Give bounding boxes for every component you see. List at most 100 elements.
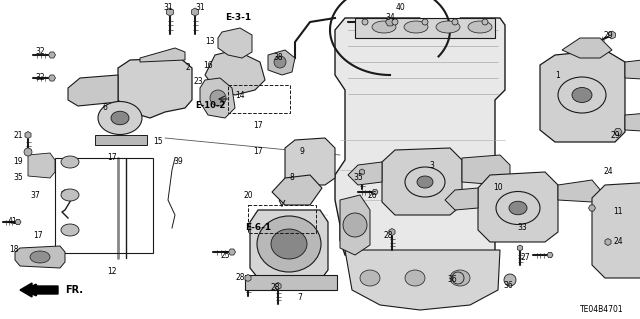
Text: 21: 21 (13, 130, 23, 139)
Text: 28: 28 (383, 231, 393, 240)
Text: 13: 13 (205, 38, 215, 47)
Text: 17: 17 (253, 121, 263, 130)
Text: 2: 2 (186, 63, 190, 72)
Ellipse shape (360, 270, 380, 286)
Text: 25: 25 (220, 250, 230, 259)
Text: 35: 35 (353, 173, 363, 182)
Polygon shape (275, 283, 281, 290)
Text: 40: 40 (395, 4, 405, 12)
Text: 1: 1 (556, 70, 561, 79)
Polygon shape (15, 219, 21, 225)
Bar (228, 85, 290, 113)
Polygon shape (285, 138, 335, 185)
Ellipse shape (98, 101, 142, 135)
Text: 24: 24 (613, 238, 623, 247)
Ellipse shape (558, 77, 606, 113)
Polygon shape (28, 153, 55, 178)
FancyArrow shape (20, 283, 58, 297)
Ellipse shape (372, 21, 396, 33)
Text: 8: 8 (290, 174, 294, 182)
Text: 31: 31 (195, 4, 205, 12)
Ellipse shape (404, 21, 428, 33)
Polygon shape (372, 189, 378, 195)
Text: E-6-1: E-6-1 (245, 224, 271, 233)
Text: 29: 29 (610, 130, 620, 139)
Circle shape (482, 19, 488, 25)
Text: 32: 32 (35, 73, 45, 83)
Circle shape (392, 19, 398, 25)
Ellipse shape (572, 87, 592, 102)
Polygon shape (345, 250, 500, 310)
Ellipse shape (274, 56, 286, 68)
Text: 7: 7 (298, 293, 303, 302)
Ellipse shape (343, 213, 367, 237)
Text: 35: 35 (13, 174, 23, 182)
Circle shape (422, 19, 428, 25)
Bar (95, 135, 147, 145)
Polygon shape (614, 129, 622, 136)
Polygon shape (609, 31, 616, 39)
Ellipse shape (210, 90, 226, 106)
Text: 28: 28 (270, 284, 280, 293)
Polygon shape (625, 112, 640, 132)
Circle shape (452, 19, 458, 25)
Circle shape (24, 148, 32, 156)
Text: 41: 41 (7, 218, 17, 226)
Circle shape (362, 19, 368, 25)
Text: 14: 14 (235, 91, 245, 100)
Bar (55, 158, 153, 253)
Polygon shape (245, 275, 251, 281)
Polygon shape (562, 38, 612, 58)
Ellipse shape (468, 21, 492, 33)
Bar (355, 18, 495, 38)
Text: 17: 17 (253, 147, 263, 157)
Text: 9: 9 (300, 147, 305, 157)
Ellipse shape (61, 224, 79, 236)
Ellipse shape (417, 176, 433, 188)
Polygon shape (382, 148, 462, 215)
Polygon shape (49, 52, 56, 58)
Ellipse shape (61, 189, 79, 201)
Text: 12: 12 (108, 268, 116, 277)
Text: 38: 38 (273, 54, 283, 63)
Text: 18: 18 (9, 246, 19, 255)
Text: 39: 39 (173, 158, 183, 167)
Polygon shape (385, 18, 394, 26)
Polygon shape (589, 205, 595, 211)
Polygon shape (25, 131, 31, 138)
Bar (245, 275, 337, 290)
Ellipse shape (405, 167, 445, 197)
Text: 17: 17 (107, 153, 117, 162)
Text: 24: 24 (603, 167, 613, 176)
Ellipse shape (436, 21, 460, 33)
Polygon shape (191, 8, 198, 16)
Text: 20: 20 (243, 190, 253, 199)
Polygon shape (348, 162, 382, 185)
Bar (248, 205, 316, 233)
Ellipse shape (61, 156, 79, 168)
Text: 29: 29 (603, 31, 613, 40)
Ellipse shape (257, 216, 321, 272)
Ellipse shape (405, 270, 425, 286)
Polygon shape (389, 228, 395, 235)
Polygon shape (166, 8, 173, 16)
Polygon shape (517, 245, 523, 251)
Text: 32: 32 (35, 48, 45, 56)
Text: E-3-1: E-3-1 (225, 13, 251, 23)
Text: 28: 28 (236, 273, 244, 283)
Ellipse shape (509, 201, 527, 215)
Polygon shape (445, 188, 478, 210)
Polygon shape (625, 58, 640, 80)
Ellipse shape (450, 270, 470, 286)
Ellipse shape (111, 111, 129, 125)
Polygon shape (205, 50, 265, 95)
Text: 31: 31 (163, 4, 173, 12)
Text: 26: 26 (367, 190, 377, 199)
Text: E-10-2: E-10-2 (195, 101, 225, 110)
Text: 17: 17 (33, 231, 43, 240)
Text: 11: 11 (613, 207, 623, 217)
Circle shape (452, 272, 464, 284)
Polygon shape (478, 172, 558, 242)
Text: 19: 19 (13, 158, 23, 167)
Text: TE04B4701: TE04B4701 (580, 306, 623, 315)
